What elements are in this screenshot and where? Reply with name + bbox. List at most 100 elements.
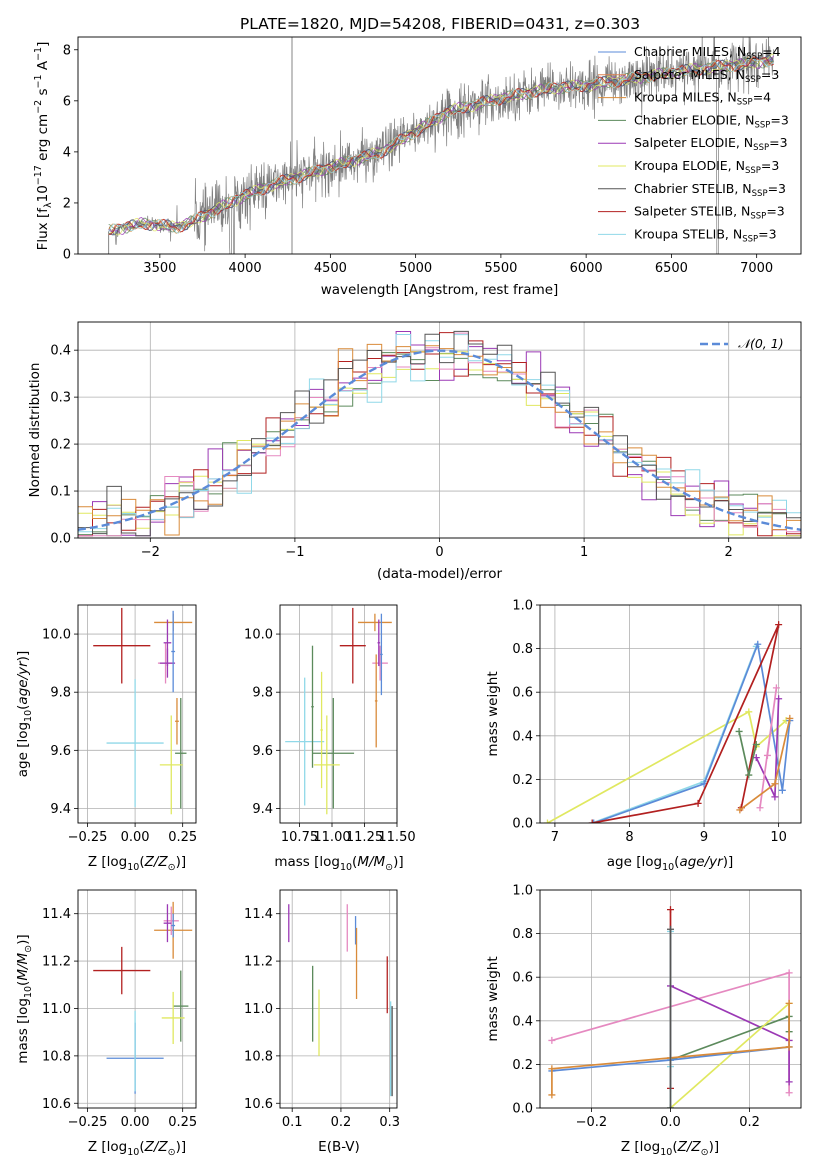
massZ-xtick-label: −0.25: [68, 1115, 108, 1130]
plot-area: [93, 607, 193, 815]
mwAge-frame: [539, 604, 802, 824]
label-part: SSP: [750, 212, 766, 222]
label-part: ⊙: [385, 862, 393, 873]
massE-ytick-label: 11.4: [244, 907, 273, 922]
spectrum-ytick-label: 4: [63, 145, 71, 160]
label-part: =3: [758, 226, 776, 241]
massE-ytick-label: 10.8: [244, 1049, 273, 1064]
ageZ-frame: [77, 604, 197, 824]
mwAge-ylabel: mass weight: [485, 671, 501, 756]
mwZ-ytick-label: 0.4: [512, 1014, 533, 1029]
label-part: 10: [340, 862, 352, 873]
label-part: =3: [761, 67, 779, 82]
label-part: ⊙: [23, 945, 34, 953]
mwAge-series-line: [591, 646, 758, 823]
label-part: (: [352, 854, 357, 870]
label-part: (: [674, 854, 679, 870]
label-part: 10: [127, 862, 139, 873]
hist-ylabel: Normed distribution: [27, 363, 43, 498]
label-part: ⊙: [168, 862, 176, 873]
legend-label: Chabrier MILES, NSSP=4: [634, 44, 781, 62]
age-vs-metallicity-panel: −0.25 0.00 0.259.49.69.810.0Z [log10(Z/Z⊙)…: [15, 604, 197, 873]
label-part: −1: [33, 47, 44, 61]
massZ-ylabel: mass [log10(M/M⊙)]: [15, 934, 34, 1063]
mwZ-point-marker: [548, 1036, 556, 1044]
legend-label: Chabrier STELIB, NSSP=3: [634, 181, 786, 199]
label-part: −1: [33, 74, 44, 88]
label-part: Z [log: [88, 854, 127, 870]
ageM-xtick-label: 11.00: [313, 830, 350, 845]
mwZ-ylabel: mass weight: [485, 956, 501, 1041]
ageZ-xlabel: Z [log10(Z/Z⊙)]: [88, 854, 186, 873]
mwZ-series-line: [670, 985, 790, 1082]
spectrum-model-line: [108, 55, 775, 235]
mwZ-point-marker: [548, 1091, 556, 1099]
spectrum-xtick-label: 3500: [143, 261, 176, 276]
mwZ-series-line: [669, 1002, 790, 1108]
massE-ytick-label: 10.6: [244, 1097, 273, 1112]
legend-label: Chabrier ELODIE, NSSP=3: [634, 112, 789, 130]
spectrum-xtick-label: 5000: [399, 261, 432, 276]
spectrum-ylabel: Flux [fλ10−17 erg cm−2 s−1 A−1]: [33, 42, 54, 251]
ageM-ytick-label: 9.4: [252, 802, 273, 817]
label-part: (: [139, 1139, 144, 1155]
label-part: SSP: [745, 166, 761, 176]
plot-area: [93, 901, 193, 1094]
mass-vs-ebv-panel: 0.1 0.2 0.3 10.6 10.8 11.0 11.2 11.4 E(B-V): [244, 889, 400, 1155]
massZ-ytick-label: 10.8: [42, 1049, 71, 1064]
label-part: s: [35, 88, 51, 99]
label-part: age/yr: [15, 660, 31, 705]
mwZ-ytick-label: 0.6: [512, 971, 533, 986]
label-part: =4: [753, 90, 771, 105]
ageM-ytick-label: 9.8: [252, 686, 273, 701]
label-part: Z/Z: [677, 1139, 702, 1155]
hist-frame: [77, 321, 802, 539]
label-part: mass [log: [274, 854, 340, 870]
label-part: Kroupa ELODIE, N: [634, 158, 745, 173]
label-part: Flux [f: [35, 207, 51, 251]
spectrum-xtick-label: 4000: [229, 261, 262, 276]
hist-xlabel: (data-model)/error: [377, 566, 503, 582]
spectrum-model-line: [108, 56, 774, 234]
hist-ytick-label: 0.3: [50, 391, 71, 406]
mwAge-ytick-label: 1.0: [512, 599, 533, 614]
label-part: age/yr: [679, 854, 724, 870]
label-part: (: [15, 705, 31, 710]
mwZ-point-marker: [785, 969, 793, 977]
mwAge-point-marker: [752, 741, 760, 749]
hist-legend-label: 𝒩(0, 1): [738, 336, 784, 351]
label-part: =3: [770, 112, 788, 127]
spectrum-ytick-label: 2: [63, 196, 71, 211]
ageZ-ytick-label: 9.4: [50, 802, 71, 817]
ageM-ytick-label: 9.6: [252, 744, 273, 759]
hist-xtick-label: 1: [580, 545, 588, 560]
hist-ytick-label: 0.4: [50, 344, 71, 359]
hist-ytick-label: 0.0: [50, 532, 71, 547]
mwAge-ytick-label: 0.6: [512, 686, 533, 701]
label-part: Salpeter STELIB, N: [634, 204, 750, 219]
label-part: Salpeter MILES, N: [634, 67, 745, 82]
label-part: 10: [23, 710, 34, 722]
mwZ-ytick-label: 1.0: [512, 884, 533, 899]
spectrum-frame: [77, 36, 802, 255]
label-part: =4: [762, 44, 780, 59]
massZ-xtick-label: 0.25: [168, 1115, 197, 1130]
massZ-ytick-label: 11.0: [42, 1002, 71, 1017]
ageZ-ytick-label: 10.0: [42, 628, 71, 643]
mwZ-point-marker: [548, 1065, 556, 1073]
label-part: )]: [176, 1139, 187, 1155]
label-part: Z [log: [88, 1139, 127, 1155]
label-part: Chabrier STELIB, N: [634, 181, 752, 196]
label-part: Z [log: [621, 1139, 660, 1155]
label-part: =3: [766, 204, 784, 219]
massE-xtick-label: 0.3: [379, 1115, 400, 1130]
hist-xtick-label: −2: [141, 545, 160, 560]
massZ-frame: [77, 889, 197, 1109]
mwAge-point-marker: [775, 695, 783, 703]
massE-xlabel: E(B-V): [318, 1139, 360, 1155]
label-part: −17: [33, 165, 44, 185]
mwAge-xtick-label: 7: [551, 830, 559, 845]
spectrum-ytick-label: 8: [63, 43, 71, 58]
mwAge-point-marker: [778, 786, 786, 794]
